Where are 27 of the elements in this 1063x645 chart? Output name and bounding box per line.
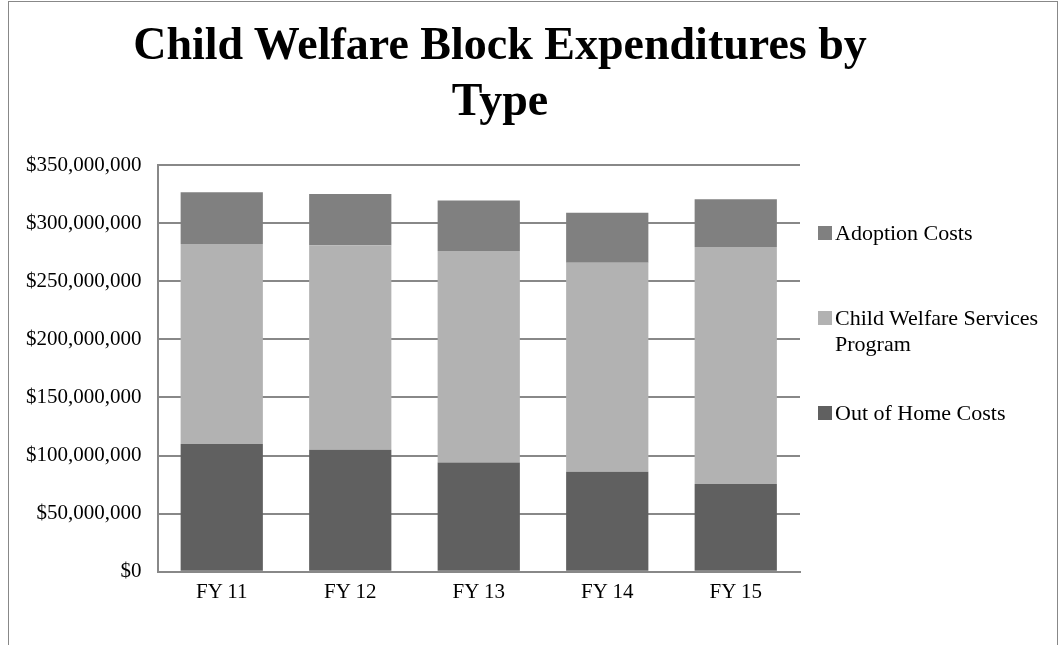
bar xyxy=(566,471,649,571)
legend-label: Adoption Costs xyxy=(835,220,973,246)
bar xyxy=(437,462,520,571)
y-tick-label: $50,000,000 xyxy=(36,500,142,525)
y-tick-label: $0 xyxy=(120,558,142,583)
bar xyxy=(180,443,263,571)
bar xyxy=(180,244,263,444)
chart-title: Child Welfare Block Expenditures by Type xyxy=(132,17,868,127)
y-tick-label: $300,000,000 xyxy=(26,209,142,234)
y-tick-label: $200,000,000 xyxy=(26,325,142,350)
bar xyxy=(309,449,392,571)
x-tick-label: FY 13 xyxy=(452,578,505,603)
bar xyxy=(694,246,777,485)
bar xyxy=(437,251,520,463)
y-tick-label: $150,000,000 xyxy=(26,383,142,408)
legend-label: Out of Home Costs xyxy=(835,400,1006,426)
y-tick-label: $100,000,000 xyxy=(26,442,142,467)
x-tick-label: FY 14 xyxy=(581,578,634,603)
x-tick-label: FY 12 xyxy=(324,578,377,603)
legend-label: Child Welfare Services Program xyxy=(835,305,1040,357)
bar xyxy=(566,262,649,472)
y-tick-label: $250,000,000 xyxy=(26,267,142,292)
bar xyxy=(694,484,777,571)
x-tick-label: FY 11 xyxy=(195,578,248,603)
y-tick-label: $350,000,000 xyxy=(26,151,142,176)
bar xyxy=(309,245,392,450)
x-tick-label: FY 15 xyxy=(709,578,762,603)
